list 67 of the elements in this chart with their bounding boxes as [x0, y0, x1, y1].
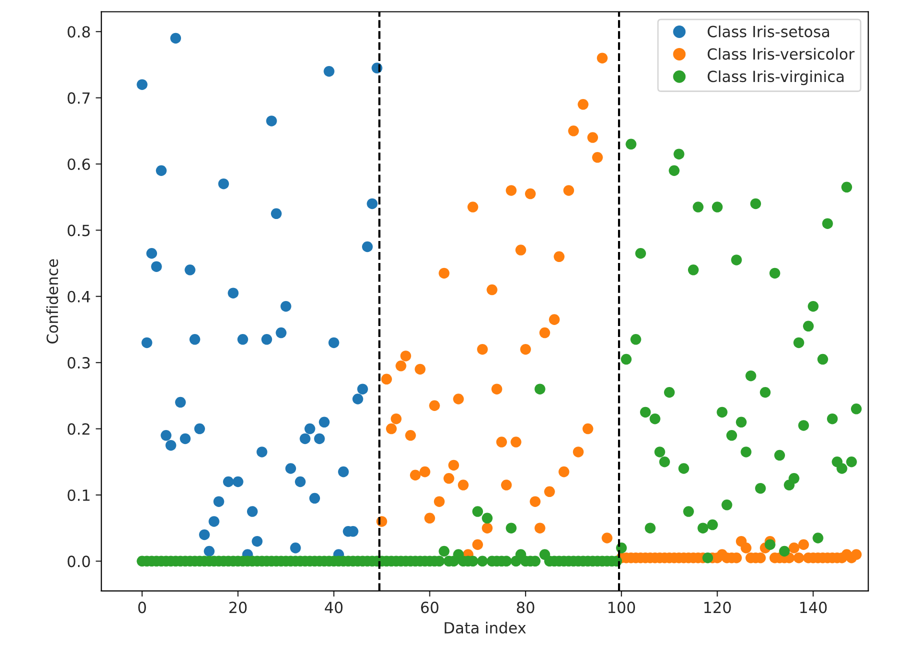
point [256, 446, 268, 458]
point [270, 208, 282, 220]
y-tick-label: 0.4 [68, 290, 90, 302]
point [199, 529, 210, 540]
point [204, 546, 215, 557]
point [136, 79, 148, 90]
y-axis-title: Confidence [46, 259, 58, 344]
point [165, 440, 176, 451]
point [237, 334, 248, 345]
point [228, 288, 239, 298]
y-tick-label: 0.5 [68, 224, 90, 236]
point [285, 463, 296, 474]
x-tick-label: 80 [516, 602, 534, 614]
x-tick-label: 120 [704, 602, 731, 614]
x-tick-label: 20 [229, 602, 247, 614]
point [151, 261, 162, 272]
point [357, 384, 368, 394]
point [328, 337, 340, 348]
point [314, 433, 325, 444]
legend-label: Class Iris-virginica [708, 70, 844, 86]
point [300, 433, 310, 444]
point [218, 178, 229, 190]
point [362, 241, 373, 252]
point [170, 32, 182, 44]
legend-label: Class Iris-versicolor [708, 48, 855, 60]
point [246, 506, 258, 517]
point [160, 430, 172, 441]
point [304, 423, 316, 434]
point [261, 334, 272, 345]
point [352, 394, 364, 404]
point [232, 476, 244, 488]
point [276, 327, 286, 338]
point [366, 198, 378, 210]
x-tick-label: 40 [324, 602, 343, 614]
x-tick-label: 0 [138, 602, 146, 614]
point [156, 165, 167, 176]
point [318, 416, 330, 428]
point [280, 300, 292, 312]
point [290, 542, 301, 554]
x-tick-label: 140 [800, 602, 827, 614]
y-tick-label: 0.7 [68, 92, 90, 104]
point [189, 334, 200, 345]
point [338, 466, 349, 478]
point [142, 337, 152, 348]
point [309, 492, 320, 504]
y-tick-label: 0.3 [68, 357, 90, 369]
point [180, 433, 191, 444]
point [213, 496, 224, 507]
point [324, 66, 334, 77]
point [252, 536, 263, 547]
point [266, 116, 277, 126]
point [194, 423, 206, 434]
y-tick-label: 0.8 [68, 26, 90, 38]
y-tick-label: 0.1 [68, 489, 90, 502]
y-tick-label: 0.6 [68, 158, 90, 170]
point [184, 264, 196, 276]
point [223, 476, 234, 488]
y-tick-label: 0.2 [68, 423, 90, 435]
point [146, 248, 158, 259]
x-tick-label: 100 [608, 602, 636, 614]
point [208, 516, 220, 527]
legend-label: Class Iris-setosa [708, 26, 830, 38]
y-tick-label: 0.0 [68, 556, 90, 568]
point [294, 476, 306, 488]
x-axis-title: Data index [444, 622, 526, 634]
x-tick-label: 60 [421, 602, 438, 614]
point [175, 396, 186, 408]
